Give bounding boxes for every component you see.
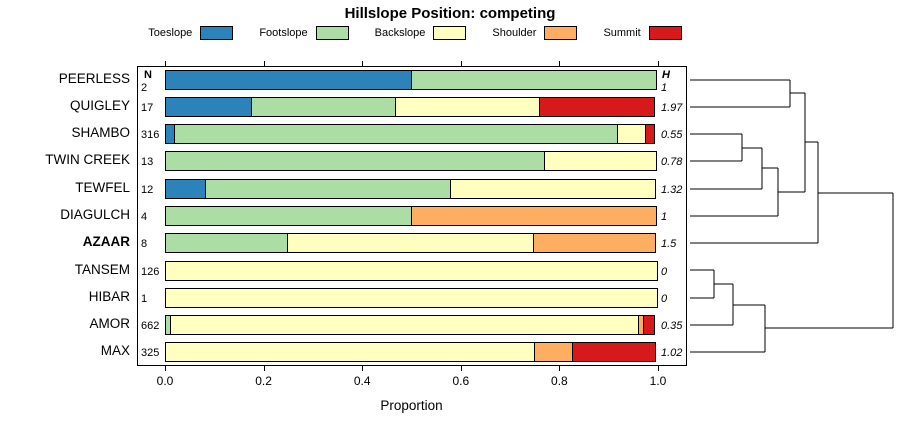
row-n-count: 126 (141, 265, 160, 278)
bar-segment-shoulder (532, 233, 656, 254)
row-h-value: 1.97 (661, 101, 683, 114)
h-column-header: H (662, 69, 670, 81)
row-h-value: 0.78 (661, 156, 683, 169)
row-n-count: 12 (141, 183, 154, 196)
legend-item-toeslope: Toeslope (148, 26, 234, 40)
legend-label: Toeslope (148, 27, 193, 39)
row-h-value: 0 (661, 292, 668, 305)
stacked-bar (165, 178, 656, 199)
row-label: AMOR (89, 316, 131, 332)
stacked-bar (165, 233, 656, 254)
row-h-value: 0.35 (661, 320, 683, 333)
row-n-count: 662 (141, 320, 160, 333)
bar-segment-backslope (450, 178, 656, 199)
legend-swatch-backslope (433, 26, 467, 40)
row-n-count: 4 (141, 211, 148, 223)
x-tick-mark (263, 366, 265, 371)
x-tick-label: 0.2 (255, 374, 272, 388)
bar-segment-shoulder (410, 206, 657, 226)
legend-item-footslope: Footslope (259, 26, 349, 40)
row-h-value: 1 (661, 81, 668, 94)
x-tick-label: 0.6 (452, 374, 470, 388)
row-n-count: 1 (141, 292, 148, 305)
row-h-value: 1.32 (661, 183, 683, 196)
legend-label: Footslope (259, 27, 308, 39)
row-label: TANSEM (74, 261, 130, 277)
legend-label: Backslope (374, 27, 426, 39)
x-tick-mark-top (559, 61, 561, 66)
row-h-value: 1.02 (661, 347, 683, 360)
row-n-count: 17 (141, 101, 154, 114)
row-label: PEERLESS (58, 70, 130, 86)
n-column-header: N (144, 69, 152, 81)
legend: Toeslope Footslope Backslope Shoulder Summit (0, 26, 830, 40)
stacked-bar (165, 287, 658, 308)
x-tick-mark-top (165, 61, 166, 66)
bar-segment-backslope (165, 260, 658, 281)
row-n-count: 13 (141, 156, 154, 169)
x-tick-mark (460, 366, 462, 371)
row-label: SHAMBO (71, 125, 130, 141)
bar-segment-backslope (165, 287, 658, 308)
stacked-bar (165, 124, 655, 145)
legend-swatch-toeslope (200, 26, 234, 40)
legend-swatch-summit (648, 26, 682, 40)
stacked-bar (165, 151, 657, 172)
bar-segment-summit (643, 315, 655, 336)
row-label: MAX (100, 343, 130, 359)
stacked-bar (165, 69, 657, 90)
stacked-bar (165, 96, 655, 117)
row-label: DIAGULCH (60, 207, 130, 222)
row-n-count: 316 (141, 129, 160, 142)
row-label: HIBAR (88, 288, 130, 304)
legend-item-backslope: Backslope (375, 26, 467, 40)
x-tick-label: 1.0 (649, 374, 667, 388)
x-tick-label: 0.0 (156, 374, 174, 388)
legend-swatch-shoulder (544, 26, 578, 40)
x-tick-mark (362, 366, 364, 371)
legend-swatch-footslope (315, 26, 349, 40)
x-tick-mark-top (263, 61, 265, 66)
bar-segment-summit (572, 342, 656, 363)
bar-segment-footslope (410, 69, 657, 90)
x-tick-label: 0.8 (551, 374, 568, 388)
legend-label: Summit (603, 27, 641, 39)
row-h-value: 0.55 (661, 129, 683, 142)
x-tick-mark (658, 366, 659, 371)
stacked-bar (165, 206, 657, 226)
bar-segment-summit (645, 124, 655, 145)
legend-item-shoulder: Shoulder (492, 26, 578, 40)
x-tick-label: 0.4 (353, 374, 371, 388)
stacked-bar (165, 260, 658, 281)
stacked-bar (165, 342, 656, 363)
bar-segment-backslope (543, 151, 657, 172)
x-tick-mark-top (460, 61, 462, 66)
row-h-value: 0 (661, 265, 668, 278)
row-n-count: 2 (141, 81, 148, 94)
stacked-bar (165, 315, 655, 336)
row-label: TEWFEL (75, 179, 130, 195)
x-tick-mark (165, 366, 166, 371)
legend-label: Shoulder (492, 27, 537, 39)
bar-segment-summit (538, 96, 655, 117)
x-tick-mark-top (658, 61, 659, 66)
row-h-value: 1.5 (661, 238, 677, 251)
row-n-count: 8 (141, 238, 148, 251)
x-axis-label: Proportion (380, 398, 443, 413)
row-h-value: 1 (661, 211, 668, 223)
legend-item-summit: Summit (603, 26, 682, 40)
row-label: TWIN CREEK (45, 152, 130, 168)
plot-area-border (137, 66, 687, 366)
x-tick-mark (559, 366, 561, 371)
row-n-count: 325 (141, 347, 160, 360)
chart-title: Hillslope Position: competing (344, 5, 556, 22)
x-tick-mark-top (362, 61, 364, 66)
row-label: AZAAR (82, 234, 130, 250)
row-label: QUIGLEY (69, 97, 130, 113)
